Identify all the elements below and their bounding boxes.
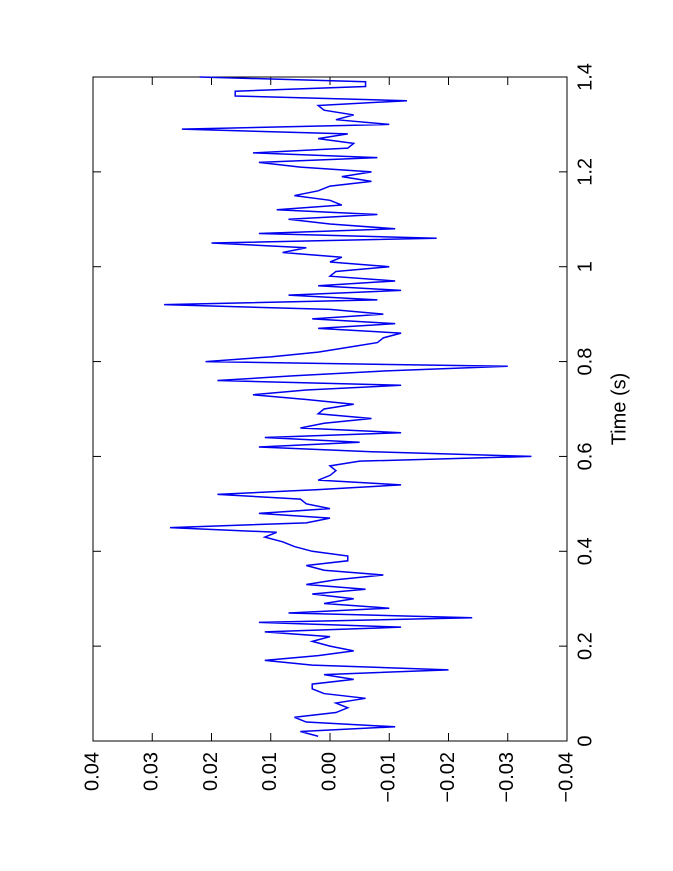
x-tick-label: 0.8	[575, 348, 597, 376]
x-tick-label: 0.2	[575, 632, 597, 660]
x-tick-label: 1	[575, 261, 597, 272]
x-tick-label: 0.6	[575, 443, 597, 471]
y-tick-label: 0.03	[141, 752, 163, 791]
y-tick-label: 0.02	[200, 752, 222, 791]
x-tick-label: 0	[575, 735, 597, 746]
y-tick-label: 0.04	[81, 752, 103, 791]
x-axis-label: Time (s)	[608, 373, 630, 446]
y-tick-label: −0.04	[555, 752, 577, 803]
y-tick-label: −0.02	[437, 752, 459, 803]
y-tick-label: −0.01	[378, 752, 400, 803]
data-line	[164, 76, 532, 737]
x-tick-label: 1.4	[575, 63, 597, 91]
y-tick-label: −0.03	[496, 752, 518, 803]
x-tick-label: 0.4	[575, 537, 597, 565]
y-tick-label: 0.00	[318, 752, 340, 791]
plot-frame	[92, 76, 568, 742]
y-tick-label: 0.01	[259, 752, 281, 791]
x-tick-label: 1.2	[575, 158, 597, 186]
